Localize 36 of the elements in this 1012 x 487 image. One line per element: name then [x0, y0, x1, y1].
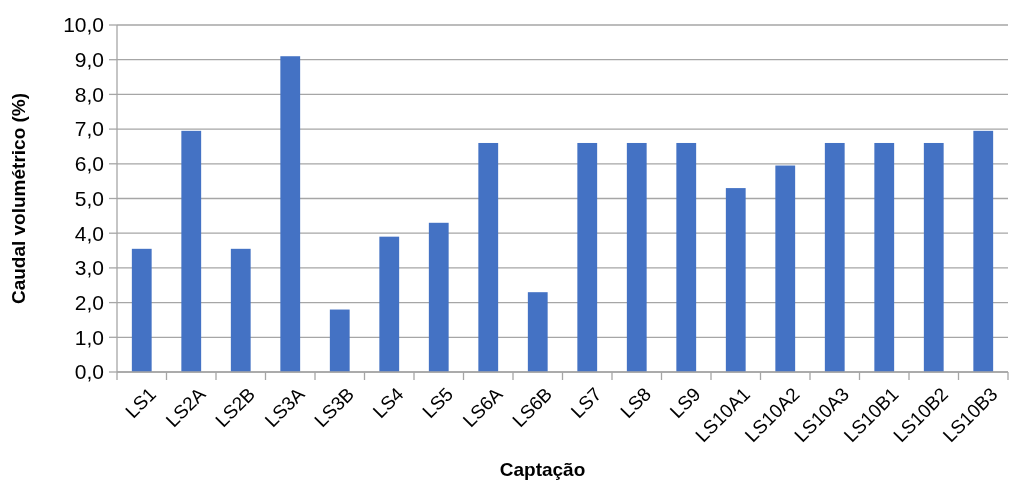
x-tick-label: LS8	[616, 383, 655, 423]
y-tick-label: 8,0	[74, 82, 104, 106]
y-tick-label: 1,0	[74, 325, 104, 349]
bar	[775, 165, 796, 372]
y-tick-label: 5,0	[74, 186, 104, 210]
bar	[230, 248, 251, 372]
bar	[478, 142, 499, 372]
bar	[824, 142, 845, 372]
bar	[725, 188, 746, 372]
bar	[577, 142, 598, 372]
x-tick-label: LS7	[566, 383, 606, 423]
x-axis-title: Captação	[499, 459, 586, 480]
x-tick-label: LS5	[418, 383, 457, 423]
bar	[329, 309, 350, 372]
bar	[874, 142, 895, 372]
bar	[181, 130, 202, 372]
y-tick-label: 10,0	[63, 13, 104, 37]
bar	[973, 130, 994, 372]
x-tick-label: LS4	[368, 383, 408, 423]
y-tick-label: 7,0	[74, 117, 104, 141]
y-tick-label: 0,0	[74, 360, 104, 384]
y-axis-title: Caudal volumétrico (%)	[8, 92, 29, 305]
bar	[131, 248, 152, 372]
y-tick-label: 2,0	[74, 290, 104, 314]
bar	[676, 142, 697, 372]
bar	[280, 56, 301, 372]
bar	[626, 142, 647, 372]
x-tick-label: LS1	[121, 383, 160, 423]
y-tick-label: 9,0	[74, 48, 104, 72]
bar	[527, 292, 548, 372]
y-tick-label: 4,0	[74, 221, 104, 245]
y-tick-label: 3,0	[74, 256, 104, 280]
y-tick-label: 6,0	[74, 152, 104, 176]
bar	[379, 236, 400, 372]
bar	[923, 142, 944, 372]
bar	[428, 222, 449, 372]
